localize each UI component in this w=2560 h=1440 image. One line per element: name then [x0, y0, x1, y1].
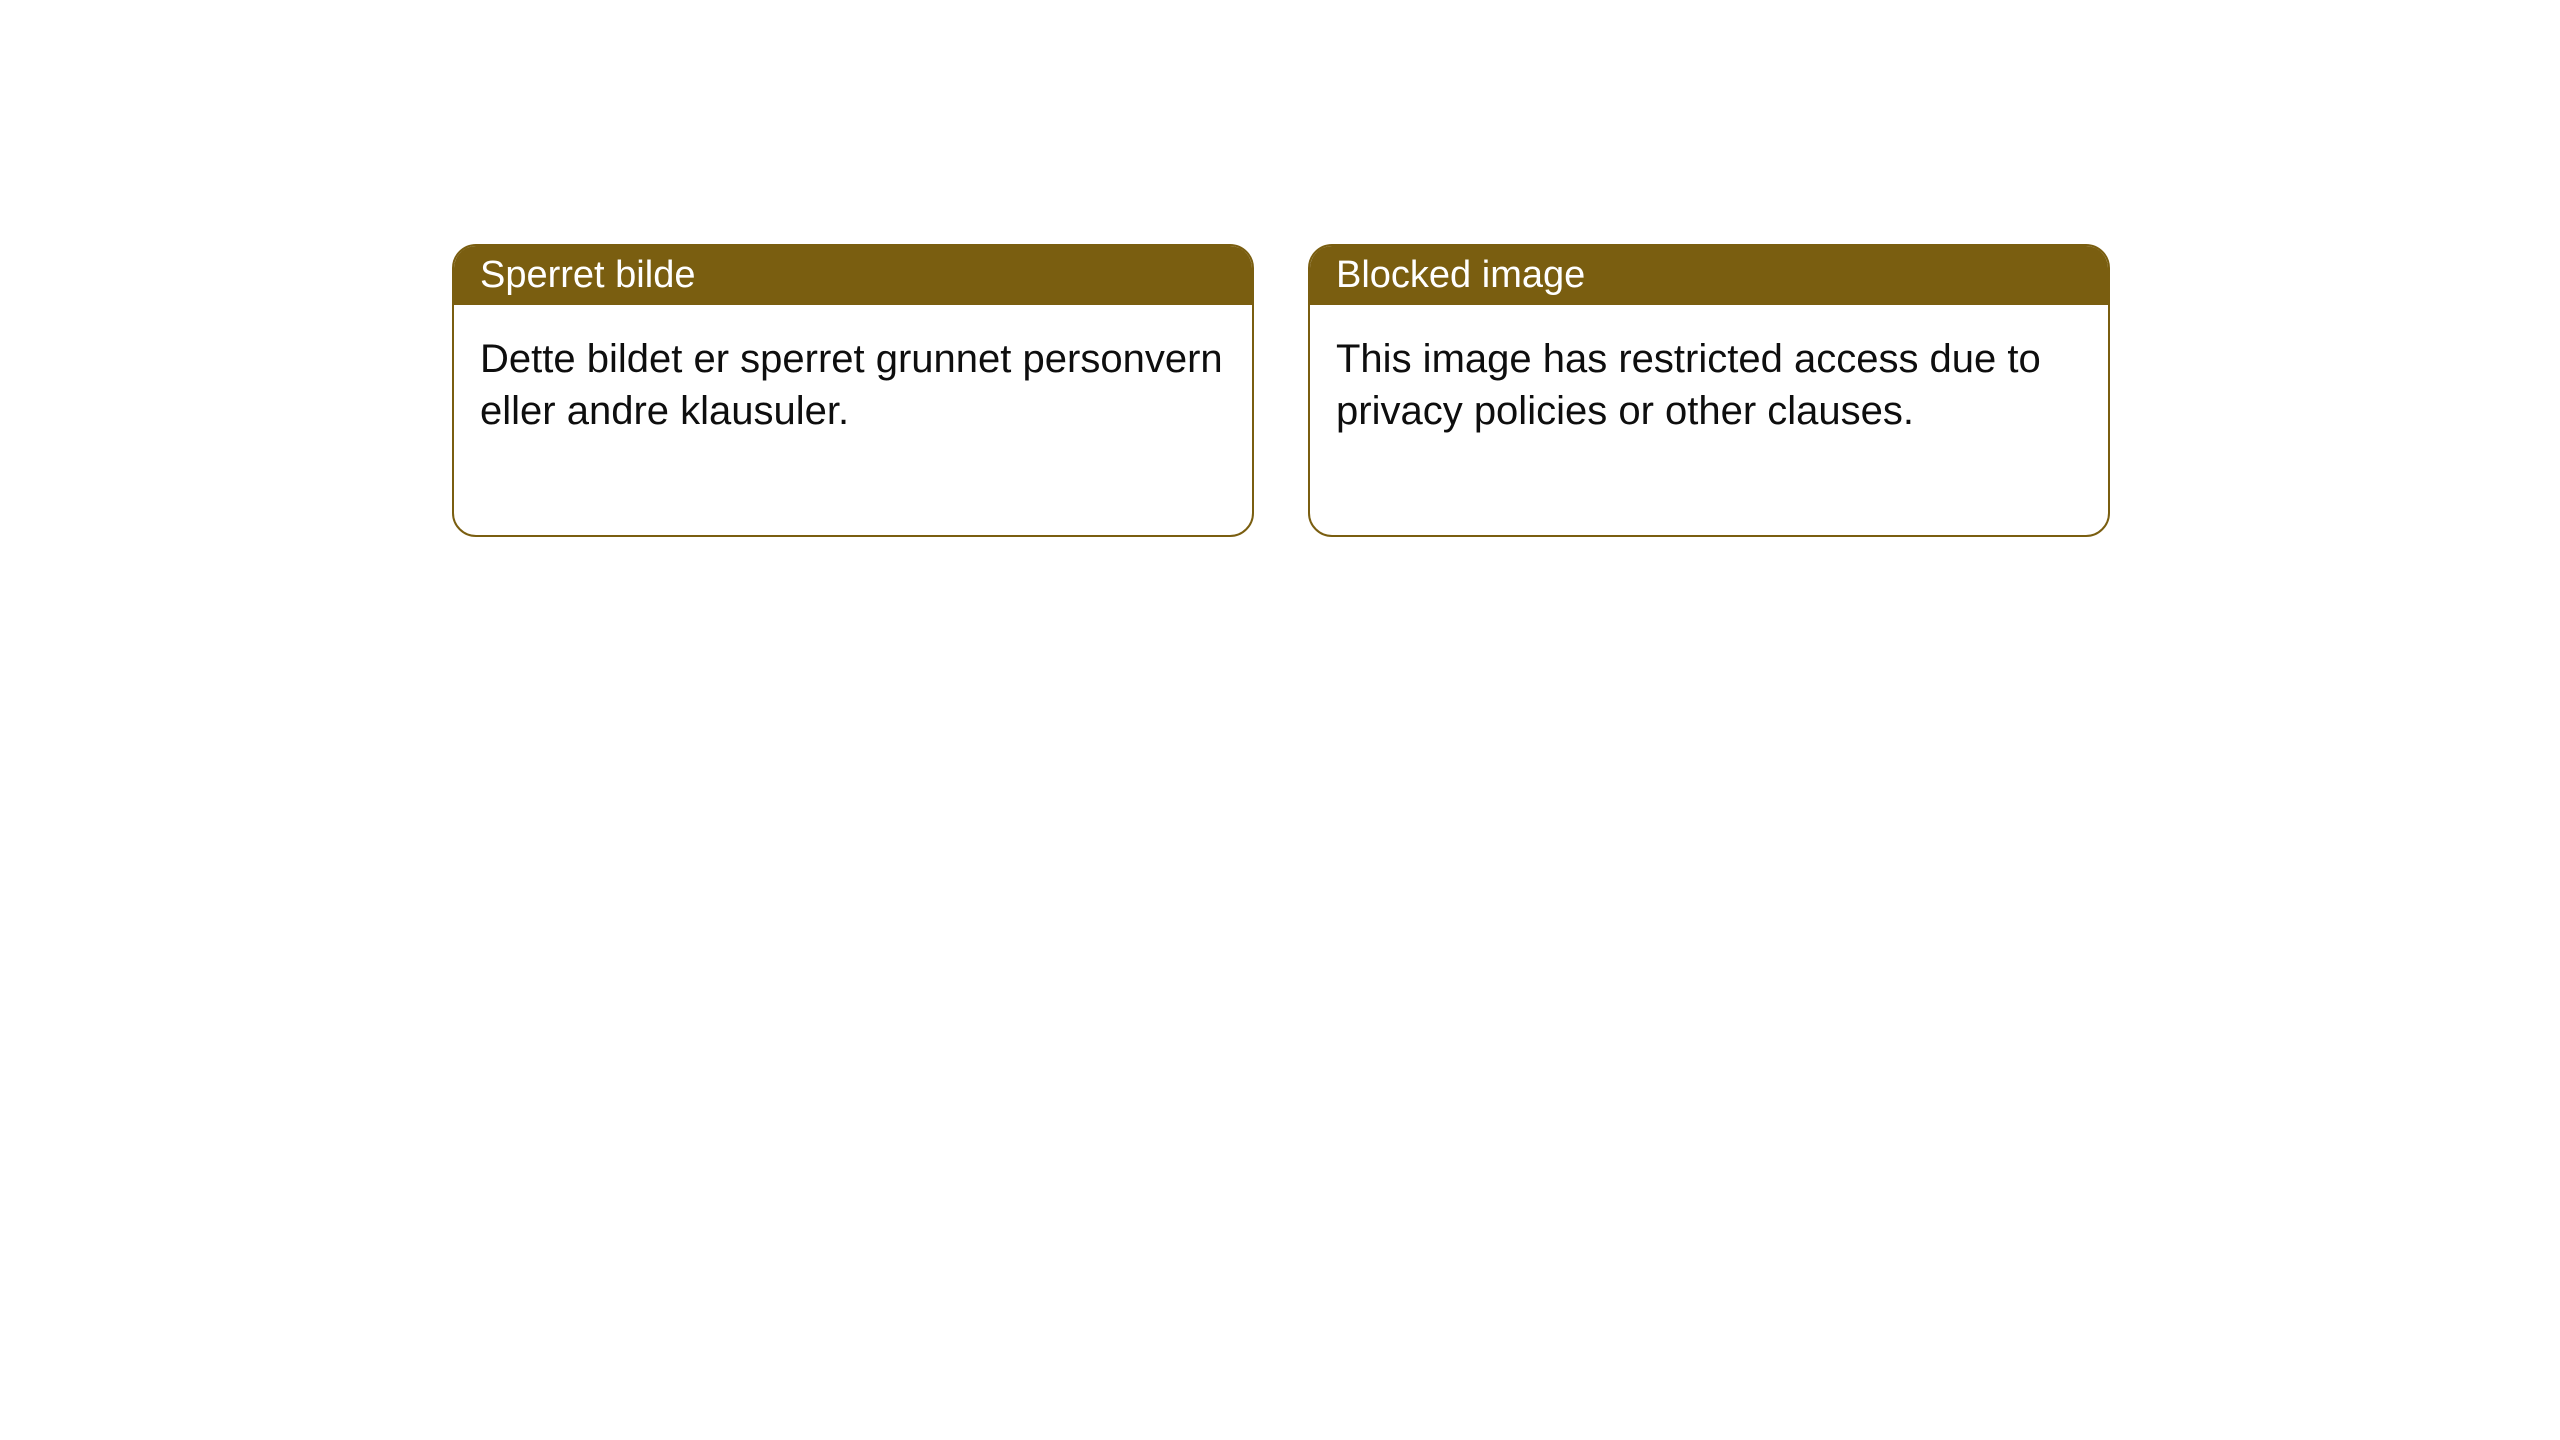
notice-header-no: Sperret bilde: [454, 246, 1252, 305]
notice-header-en: Blocked image: [1310, 246, 2108, 305]
notice-card-no: Sperret bilde Dette bildet er sperret gr…: [452, 244, 1254, 537]
notice-header-text: Sperret bilde: [480, 254, 695, 296]
notice-body-text: This image has restricted access due to …: [1336, 337, 2041, 433]
notice-body-no: Dette bildet er sperret grunnet personve…: [454, 305, 1252, 535]
notice-body-en: This image has restricted access due to …: [1310, 305, 2108, 535]
notice-card-en: Blocked image This image has restricted …: [1308, 244, 2110, 537]
notice-body-text: Dette bildet er sperret grunnet personve…: [480, 337, 1223, 433]
notice-header-text: Blocked image: [1336, 254, 1585, 296]
notice-cards-container: Sperret bilde Dette bildet er sperret gr…: [452, 244, 2110, 537]
